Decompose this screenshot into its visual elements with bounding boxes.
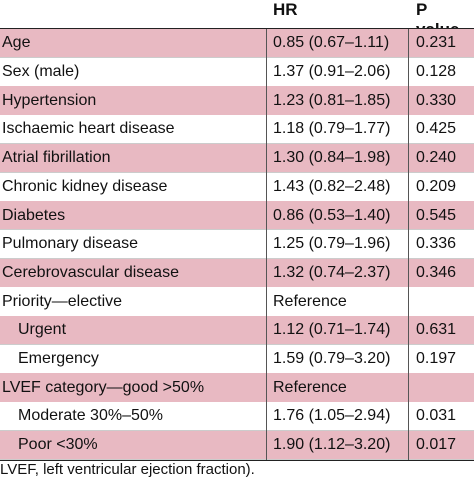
hazard-ratio-value: Reference bbox=[273, 378, 347, 396]
p-value: 0.128 bbox=[416, 63, 457, 81]
variable-label: Age bbox=[2, 34, 31, 52]
variable-label: Emergency bbox=[18, 350, 99, 368]
table-row: Emergency 1.59 (0.79–3.20) 0.197 bbox=[0, 344, 474, 374]
variable-label: Atrial fibrillation bbox=[2, 149, 111, 167]
p-value: 0.240 bbox=[416, 149, 457, 167]
variable-label: Moderate 30%–50% bbox=[18, 407, 163, 425]
p-value: 0.336 bbox=[416, 235, 457, 253]
variable-label: Urgent bbox=[18, 321, 67, 339]
hazard-ratio-value: 0.85 (0.67–1.11) bbox=[273, 34, 390, 52]
variable-label: Sex (male) bbox=[2, 63, 80, 81]
table-row: Atrial fibrillation 1.30 (0.84–1.98) 0.240 bbox=[0, 143, 474, 173]
table-row: Cerebrovascular disease 1.32 (0.74–2.37) 0… bbox=[0, 258, 474, 288]
table-header: HR P value bbox=[0, 0, 474, 39]
bottom-rule bbox=[0, 459, 474, 461]
table-row: Diabetes 0.86 (0.53–1.40) 0.545 bbox=[0, 201, 474, 230]
table-row: LVEF category—good >50% Reference bbox=[0, 373, 474, 403]
hazard-ratio-value: 1.59 (0.79–3.20) bbox=[273, 350, 391, 368]
table-row: Poor <30% 1.90 (1.12–3.20) 0.017 bbox=[0, 430, 474, 460]
p-value: 0.197 bbox=[416, 350, 457, 368]
variable-label: Cerebrovascular disease bbox=[2, 263, 179, 281]
variable-label: Diabetes bbox=[2, 206, 66, 224]
p-value: 0.346 bbox=[416, 263, 457, 281]
variable-label: LVEF category—good >50% bbox=[2, 378, 205, 396]
table-row: Moderate 30%–50% 1.76 (1.05–2.94) 0.031 bbox=[0, 402, 474, 431]
table-row: Ischaemic heart disease 1.18 (0.79–1.77) 0… bbox=[0, 115, 474, 144]
p-value: 0.231 bbox=[416, 34, 457, 52]
hazard-ratio-value: 1.76 (1.05–2.94) bbox=[273, 407, 391, 425]
p-value: 0.209 bbox=[416, 177, 457, 195]
header-hr: HR bbox=[273, 0, 298, 19]
hazard-ratio-value: Reference bbox=[273, 292, 347, 310]
p-value: 0.017 bbox=[416, 436, 457, 454]
variable-label: Ischaemic heart disease bbox=[2, 120, 175, 138]
hazard-ratio-value: 1.23 (0.81–1.85) bbox=[273, 91, 391, 109]
column-divider-hr bbox=[266, 29, 267, 460]
hazard-ratio-value: 1.37 (0.91–2.06) bbox=[273, 63, 391, 81]
variable-label: Chronic kidney disease bbox=[2, 177, 168, 195]
table-footnote: LVEF, left ventricular ejection fraction… bbox=[0, 461, 255, 478]
hazard-ratio-value: 1.90 (1.12–3.20) bbox=[273, 436, 391, 454]
hazard-ratio-value: 1.12 (0.71–1.74) bbox=[273, 321, 391, 339]
table-row: Chronic kidney disease 1.43 (0.82–2.48) 0.… bbox=[0, 172, 474, 202]
table-row: Pulmonary disease 1.25 (0.79–1.96) 0.336 bbox=[0, 229, 474, 259]
hazard-ratio-value: 1.32 (0.74–2.37) bbox=[273, 263, 391, 281]
table-row: Urgent 1.12 (0.71–1.74) 0.631 bbox=[0, 316, 474, 345]
variable-label: Poor <30% bbox=[18, 436, 98, 454]
variable-label: Priority—elective bbox=[2, 292, 123, 310]
p-value: 0.330 bbox=[416, 91, 457, 109]
table-row: Priority—elective Reference bbox=[0, 287, 474, 316]
hazard-ratio-value: 0.86 (0.53–1.40) bbox=[273, 206, 391, 224]
p-value: 0.631 bbox=[416, 321, 457, 339]
variable-label: Pulmonary disease bbox=[2, 235, 139, 253]
table-row: Hypertension 1.23 (0.81–1.85) 0.330 bbox=[0, 86, 474, 116]
header-rule bbox=[0, 28, 474, 29]
p-value: 0.545 bbox=[416, 206, 457, 224]
variable-label: Hypertension bbox=[2, 91, 97, 109]
column-divider-p bbox=[408, 29, 409, 460]
table-row: Age 0.85 (0.67–1.11) 0.231 bbox=[0, 29, 474, 58]
table-row: Sex (male) 1.37 (0.91–2.06) 0.128 bbox=[0, 57, 474, 87]
hazard-ratio-value: 1.43 (0.82–2.48) bbox=[273, 177, 391, 195]
hazard-ratio-value: 1.18 (0.79–1.77) bbox=[273, 120, 391, 138]
p-value: 0.031 bbox=[416, 407, 457, 425]
p-value: 0.425 bbox=[416, 120, 457, 138]
hazard-ratio-value: 1.25 (0.79–1.96) bbox=[273, 235, 391, 253]
hazard-ratio-value: 1.30 (0.84–1.98) bbox=[273, 149, 391, 167]
